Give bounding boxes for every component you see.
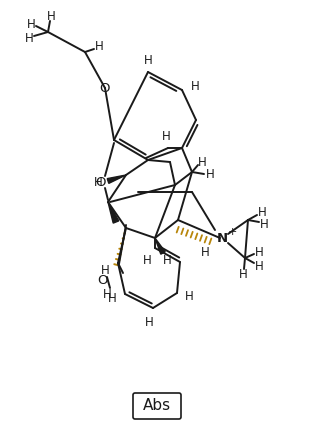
Text: H: H: [198, 155, 206, 168]
Text: H: H: [255, 260, 263, 273]
Text: H: H: [163, 253, 171, 266]
Polygon shape: [107, 175, 126, 184]
Text: H: H: [103, 287, 111, 300]
Text: H: H: [143, 253, 151, 266]
Text: Abs: Abs: [143, 398, 171, 412]
Text: H: H: [100, 264, 109, 277]
Text: H: H: [260, 217, 268, 230]
Text: H: H: [27, 17, 35, 30]
Text: H: H: [143, 53, 152, 66]
Text: H: H: [201, 246, 209, 259]
Text: H: H: [46, 10, 55, 23]
Text: H: H: [94, 177, 102, 190]
Text: H: H: [185, 289, 193, 302]
Text: O: O: [98, 273, 108, 286]
Text: N: N: [216, 231, 228, 244]
Text: H: H: [95, 40, 103, 53]
Text: H: H: [24, 32, 33, 45]
Text: O: O: [99, 82, 109, 95]
Text: H: H: [145, 316, 153, 329]
Text: H: H: [206, 168, 214, 181]
Text: +: +: [227, 227, 237, 237]
Polygon shape: [108, 202, 119, 223]
Text: H: H: [239, 267, 247, 280]
Text: H: H: [255, 246, 263, 259]
FancyBboxPatch shape: [133, 393, 181, 419]
Text: H: H: [257, 206, 266, 218]
Text: H: H: [162, 129, 171, 142]
Polygon shape: [155, 238, 165, 254]
Text: H: H: [191, 80, 199, 93]
Text: O: O: [96, 175, 106, 188]
Text: H: H: [108, 292, 116, 305]
